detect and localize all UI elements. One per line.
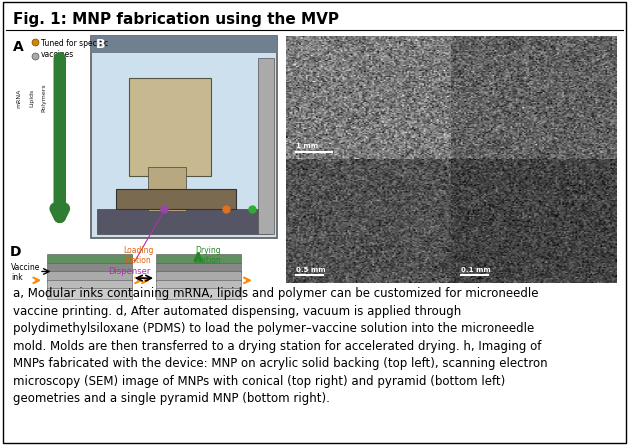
- FancyBboxPatch shape: [129, 78, 211, 176]
- Text: Lipids: Lipids: [29, 89, 34, 107]
- FancyBboxPatch shape: [47, 288, 132, 299]
- Text: H: H: [289, 38, 301, 52]
- Text: Drying
station: Drying station: [194, 246, 221, 265]
- Text: mRNA: mRNA: [16, 88, 21, 108]
- Text: 0.1 mm: 0.1 mm: [461, 267, 491, 273]
- Text: a, Modular inks containing mRNA, lipids and polymer can be customized for micron: a, Modular inks containing mRNA, lipids …: [13, 287, 547, 405]
- FancyBboxPatch shape: [47, 254, 132, 263]
- FancyBboxPatch shape: [47, 271, 132, 281]
- Text: Vaccine
ink: Vaccine ink: [11, 263, 41, 282]
- Text: Dispenser: Dispenser: [108, 214, 162, 276]
- FancyBboxPatch shape: [91, 36, 277, 238]
- Text: Loading
station: Loading station: [123, 246, 153, 265]
- FancyBboxPatch shape: [148, 167, 186, 211]
- Text: D: D: [9, 245, 21, 259]
- Text: Fig. 1: MNP fabrication using the MVP: Fig. 1: MNP fabrication using the MVP: [13, 12, 338, 28]
- FancyBboxPatch shape: [156, 288, 241, 299]
- Text: Polymers: Polymers: [42, 84, 47, 112]
- FancyBboxPatch shape: [156, 254, 241, 263]
- FancyBboxPatch shape: [156, 280, 241, 290]
- FancyBboxPatch shape: [258, 58, 274, 234]
- Text: 1 mm: 1 mm: [296, 143, 318, 149]
- Text: Tuned for specific
vaccines: Tuned for specific vaccines: [41, 39, 108, 59]
- Text: B: B: [96, 38, 106, 51]
- FancyBboxPatch shape: [3, 2, 626, 443]
- FancyBboxPatch shape: [156, 263, 241, 272]
- Text: A: A: [13, 40, 23, 54]
- FancyBboxPatch shape: [91, 36, 277, 53]
- Text: 0.5 mm: 0.5 mm: [296, 267, 326, 273]
- FancyBboxPatch shape: [47, 280, 132, 290]
- FancyBboxPatch shape: [156, 271, 241, 281]
- FancyBboxPatch shape: [97, 209, 270, 234]
- FancyBboxPatch shape: [47, 263, 132, 272]
- FancyBboxPatch shape: [116, 189, 236, 209]
